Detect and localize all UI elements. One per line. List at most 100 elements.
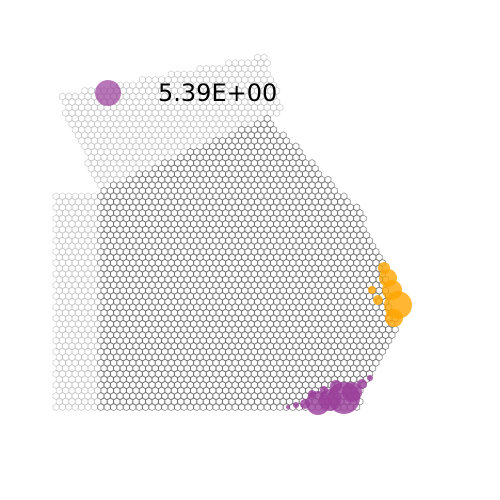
spot	[123, 347, 130, 356]
spot	[135, 358, 143, 367]
spot	[187, 236, 194, 245]
spot	[231, 281, 239, 289]
spot	[164, 131, 172, 140]
spot	[260, 353, 268, 362]
spot	[119, 397, 127, 406]
spot	[91, 303, 98, 312]
spot	[209, 275, 217, 284]
spot	[199, 136, 207, 145]
spot	[231, 103, 239, 112]
spot	[199, 159, 207, 167]
spot	[343, 286, 351, 295]
spot	[299, 364, 306, 373]
spot	[289, 392, 297, 400]
spot	[110, 236, 117, 245]
spot	[196, 109, 204, 117]
spot	[311, 220, 319, 228]
spot	[353, 247, 361, 256]
spot	[155, 192, 162, 201]
spot	[289, 181, 297, 190]
spot	[279, 197, 287, 206]
spot	[225, 114, 233, 123]
spot	[257, 303, 265, 312]
spot	[103, 181, 111, 190]
spot	[315, 247, 322, 256]
spot	[142, 92, 149, 101]
spot	[260, 131, 268, 140]
spot	[129, 370, 137, 378]
spot	[276, 159, 284, 167]
spot	[315, 170, 322, 178]
spot	[299, 264, 306, 273]
spot	[238, 192, 245, 201]
spot	[190, 86, 197, 95]
spot	[340, 292, 348, 301]
spot	[84, 159, 92, 167]
spot	[318, 175, 325, 184]
spot	[65, 225, 73, 234]
spot	[251, 292, 258, 301]
spot	[286, 153, 293, 162]
spot	[84, 203, 92, 212]
spot	[100, 286, 108, 295]
spot	[315, 225, 322, 234]
spot	[276, 214, 284, 223]
spot	[324, 308, 332, 317]
spot	[196, 364, 204, 373]
spot	[187, 358, 194, 367]
spot	[212, 159, 220, 167]
spot	[244, 325, 252, 334]
spot	[299, 153, 306, 162]
spot	[94, 197, 101, 206]
spot	[231, 136, 239, 145]
spot	[267, 308, 274, 317]
spot	[113, 120, 121, 128]
spot	[132, 308, 140, 317]
spot	[187, 103, 194, 112]
spot	[263, 103, 271, 112]
spot	[257, 92, 265, 101]
spot	[151, 209, 159, 217]
spot	[334, 281, 341, 289]
spot	[110, 125, 117, 134]
spot	[183, 86, 191, 95]
spot	[97, 125, 105, 134]
spot	[91, 192, 98, 201]
spot	[286, 308, 293, 317]
spot	[270, 358, 277, 367]
spot	[359, 270, 367, 278]
spot	[244, 92, 252, 101]
spot	[65, 92, 73, 101]
spot	[337, 320, 345, 328]
spot	[132, 397, 140, 406]
spot	[174, 203, 181, 212]
spot	[78, 303, 85, 312]
spot	[59, 203, 66, 212]
spot	[212, 103, 220, 112]
spot	[299, 375, 306, 384]
spot	[206, 247, 213, 256]
spot	[219, 381, 226, 389]
spot	[123, 125, 130, 134]
spot	[273, 142, 281, 151]
spot	[148, 103, 156, 112]
spot	[113, 353, 121, 362]
spot	[359, 325, 367, 334]
spot	[276, 148, 284, 156]
spot	[273, 209, 281, 217]
spot	[100, 320, 108, 328]
spot	[260, 375, 268, 384]
spot	[75, 275, 82, 284]
spot	[167, 181, 175, 190]
spot	[193, 214, 201, 223]
spot	[190, 286, 197, 295]
spot	[123, 403, 130, 412]
spot	[276, 281, 284, 289]
spot	[187, 314, 194, 323]
spot	[251, 148, 258, 156]
spot	[228, 175, 236, 184]
spot	[116, 114, 124, 123]
spot	[97, 148, 105, 156]
spot	[135, 125, 143, 134]
spot	[235, 353, 242, 362]
